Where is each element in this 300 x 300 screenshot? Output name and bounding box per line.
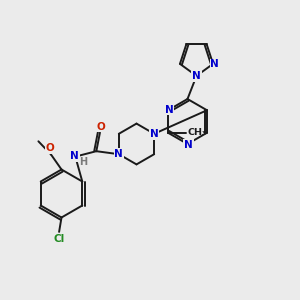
Text: N: N bbox=[70, 151, 79, 161]
Text: N: N bbox=[184, 140, 193, 150]
Text: N: N bbox=[150, 129, 158, 139]
Text: N: N bbox=[115, 149, 123, 159]
Text: N: N bbox=[165, 105, 174, 115]
Text: N: N bbox=[192, 71, 201, 81]
Text: N: N bbox=[211, 59, 219, 70]
Text: H: H bbox=[79, 157, 87, 167]
Text: Cl: Cl bbox=[53, 233, 65, 244]
Text: O: O bbox=[96, 122, 105, 132]
Text: CH₃: CH₃ bbox=[188, 128, 207, 137]
Text: O: O bbox=[45, 143, 54, 153]
